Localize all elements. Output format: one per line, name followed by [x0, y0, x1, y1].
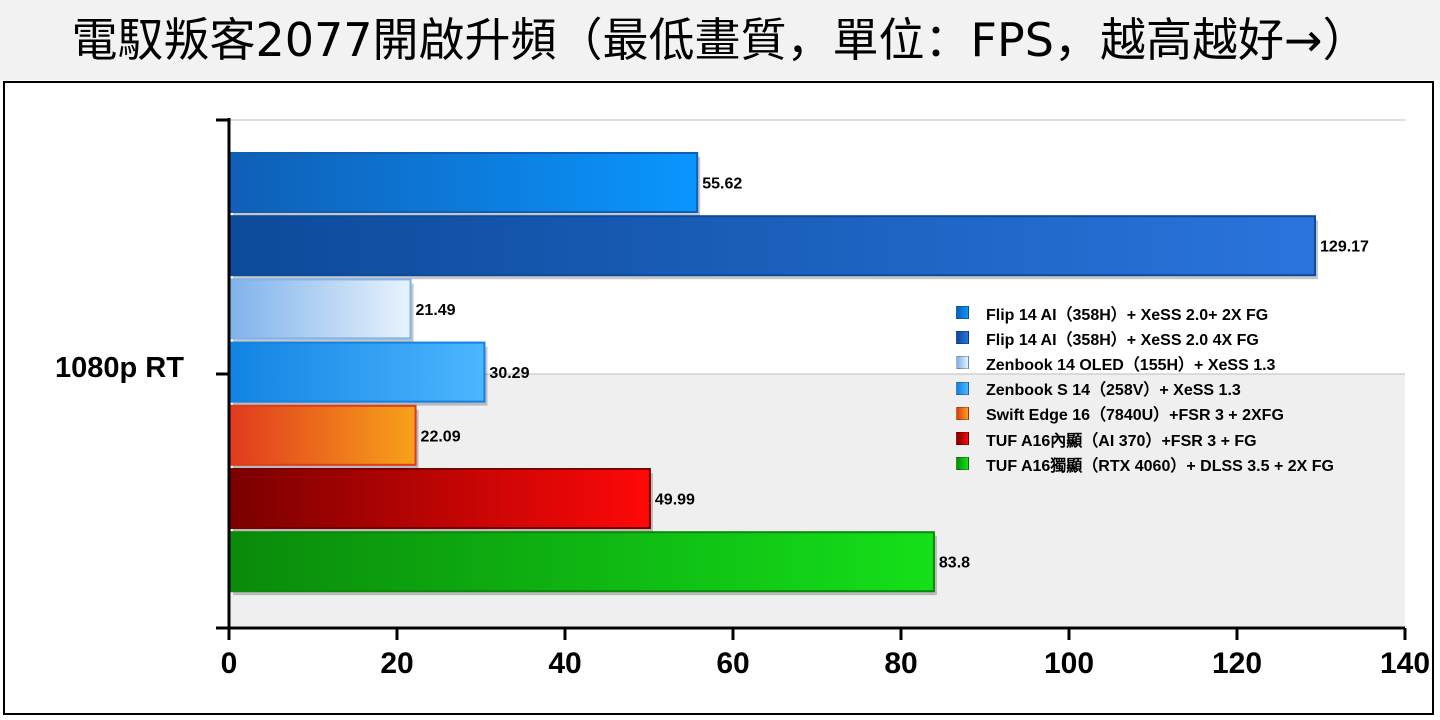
legend-swatch — [956, 457, 969, 471]
chart-title: 電馭叛客2077開啟升頻（最低畫質，單位：FPS，越高越好→） — [71, 13, 1369, 67]
legend-item: TUF A16內顯（AI 370）+FSR 3 + FG — [956, 426, 1334, 451]
legend-label: TUF A16獨顯（RTX 4060）+ DLSS 3.5 + 2X FG — [986, 457, 1334, 475]
x-tick-label: 20 — [380, 647, 413, 680]
x-tick-label: 80 — [884, 647, 917, 680]
legend-swatch — [956, 331, 969, 345]
legend-label: Flip 14 AI（358H）+ XeSS 2.0 4X FG — [986, 331, 1259, 349]
title-band: 電馭叛客2077開啟升頻（最低畫質，單位：FPS，越高越好→） — [0, 0, 1440, 80]
chart-frame — [3, 81, 1434, 715]
data-label: 30.29 — [489, 365, 529, 382]
legend-label: Swift Edge 16（7840U）+FSR 3 + 2XFG — [986, 407, 1284, 425]
legend-item: Flip 14 AI（358H）+ XeSS 2.0+ 2X FG — [956, 300, 1334, 325]
legend-swatch — [956, 406, 969, 420]
x-tick-label: 0 — [221, 647, 238, 680]
bar — [229, 152, 699, 213]
x-tick-label: 100 — [1044, 647, 1094, 680]
data-label: 129.17 — [1320, 239, 1369, 256]
bars-layer: 55.62 129.17 21.49 30.29 22.09 49.99 83.8 — [229, 152, 1369, 596]
x-tick-label: 140 — [1380, 647, 1430, 680]
bar — [229, 341, 486, 403]
x-tick-label: 120 — [1212, 647, 1262, 680]
bar — [229, 531, 935, 593]
axis-layer: 0 20 40 60 80 100 120 140 — [216, 118, 1430, 680]
legend-item: Zenbook 14 OLED（155H）+ XeSS 1.3 — [956, 350, 1334, 375]
legend-item: Swift Edge 16（7840U）+FSR 3 + 2XFG — [956, 401, 1334, 426]
x-tick-label: 40 — [548, 647, 581, 680]
legend-item: TUF A16獨顯（RTX 4060）+ DLSS 3.5 + 2X FG — [956, 451, 1334, 476]
legend-label: Zenbook 14 OLED（155H）+ XeSS 1.3 — [986, 356, 1276, 374]
legend-item: Zenbook S 14（258V）+ XeSS 1.3 — [956, 376, 1334, 401]
data-label: 22.09 — [421, 428, 461, 445]
legend-swatch — [956, 381, 969, 395]
legend-swatch — [956, 432, 969, 446]
data-label: 83.8 — [939, 555, 970, 572]
category-label: 1080p RT — [55, 352, 184, 384]
bar — [229, 404, 417, 466]
bar — [229, 468, 651, 529]
legend: Flip 14 AI（358H）+ XeSS 2.0+ 2X FG Flip 1… — [956, 300, 1334, 476]
data-label: 49.99 — [655, 492, 695, 509]
bar — [229, 215, 1317, 277]
legend-label: Flip 14 AI（358H）+ XeSS 2.0+ 2X FG — [986, 306, 1269, 324]
legend-label: Zenbook S 14（258V）+ XeSS 1.3 — [986, 382, 1241, 400]
legend-label: TUF A16內顯（AI 370）+FSR 3 + FG — [986, 432, 1257, 450]
bar — [229, 278, 412, 340]
x-tick-label: 60 — [716, 647, 749, 680]
legend-swatch — [956, 356, 969, 370]
data-label: 21.49 — [416, 302, 456, 319]
legend-item: Flip 14 AI（358H）+ XeSS 2.0 4X FG — [956, 325, 1334, 350]
data-label: 55.62 — [702, 176, 742, 193]
legend-swatch — [956, 306, 969, 320]
